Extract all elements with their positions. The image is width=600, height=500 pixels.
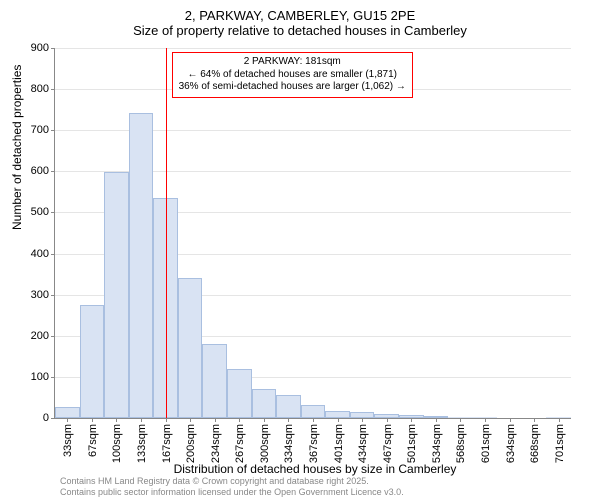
- xtick-label: 100sqm: [109, 424, 123, 463]
- xtick-label: 668sqm: [527, 424, 541, 463]
- xtick-mark: [190, 418, 191, 422]
- histogram-bar: [227, 369, 252, 418]
- ytick-label: 0: [43, 412, 55, 424]
- reference-line: [166, 48, 167, 418]
- histogram-bar: [55, 407, 80, 419]
- xtick-label: 234sqm: [208, 424, 222, 463]
- xtick-label: 267sqm: [232, 424, 246, 463]
- ytick-label: 400: [31, 248, 55, 260]
- plot-region: 010020030040050060070080090033sqm67sqm10…: [54, 48, 571, 419]
- chart-area: 010020030040050060070080090033sqm67sqm10…: [54, 48, 570, 418]
- xtick-mark: [166, 418, 167, 422]
- ytick-label: 900: [31, 42, 55, 54]
- xtick-label: 434sqm: [355, 424, 369, 463]
- xtick-mark: [116, 418, 117, 422]
- xtick-label: 601sqm: [478, 424, 492, 463]
- ytick-label: 600: [31, 165, 55, 177]
- xtick-label: 701sqm: [552, 424, 566, 463]
- xtick-mark: [338, 418, 339, 422]
- xtick-mark: [387, 418, 388, 422]
- annotation-box: 2 PARKWAY: 181sqm← 64% of detached house…: [172, 52, 413, 98]
- footer-line-2: Contains public sector information licen…: [60, 487, 404, 498]
- xtick-mark: [313, 418, 314, 422]
- ytick-label: 200: [31, 330, 55, 342]
- xtick-label: 334sqm: [281, 424, 295, 463]
- xtick-mark: [460, 418, 461, 422]
- grid-line: [55, 48, 571, 49]
- xtick-mark: [264, 418, 265, 422]
- y-axis-label: Number of detached properties: [10, 65, 24, 230]
- xtick-label: 367sqm: [306, 424, 320, 463]
- xtick-mark: [559, 418, 560, 422]
- ytick-label: 700: [31, 124, 55, 136]
- xtick-label: 568sqm: [453, 424, 467, 463]
- xtick-mark: [67, 418, 68, 422]
- annotation-line2: ← 64% of detached houses are smaller (1,…: [179, 69, 406, 82]
- xtick-label: 401sqm: [331, 424, 345, 463]
- xtick-label: 200sqm: [183, 424, 197, 463]
- histogram-bar: [129, 113, 154, 418]
- annotation-line3: 36% of semi-detached houses are larger (…: [179, 81, 406, 94]
- ytick-label: 300: [31, 289, 55, 301]
- xtick-label: 467sqm: [380, 424, 394, 463]
- xtick-label: 133sqm: [134, 424, 148, 463]
- chart-container: 2, PARKWAY, CAMBERLEY, GU15 2PE Size of …: [0, 0, 600, 500]
- xtick-label: 67sqm: [85, 424, 99, 457]
- xtick-mark: [534, 418, 535, 422]
- x-axis-label: Distribution of detached houses by size …: [0, 462, 600, 476]
- ytick-label: 100: [31, 371, 55, 383]
- xtick-label: 634sqm: [503, 424, 517, 463]
- footer-line-1: Contains HM Land Registry data © Crown c…: [60, 476, 404, 487]
- histogram-bar: [178, 278, 203, 418]
- chart-title-main: 2, PARKWAY, CAMBERLEY, GU15 2PE: [0, 0, 600, 23]
- ytick-label: 500: [31, 206, 55, 218]
- chart-title-sub: Size of property relative to detached ho…: [0, 23, 600, 42]
- histogram-bar: [301, 405, 326, 418]
- histogram-bar: [325, 411, 350, 418]
- histogram-bar: [104, 172, 129, 418]
- xtick-mark: [215, 418, 216, 422]
- xtick-mark: [411, 418, 412, 422]
- xtick-mark: [288, 418, 289, 422]
- histogram-bar: [80, 305, 105, 418]
- annotation-line1: 2 PARKWAY: 181sqm: [179, 56, 406, 69]
- histogram-bar: [276, 395, 301, 418]
- xtick-label: 501sqm: [404, 424, 418, 463]
- histogram-bar: [252, 389, 277, 418]
- xtick-label: 167sqm: [159, 424, 173, 463]
- xtick-mark: [92, 418, 93, 422]
- xtick-label: 534sqm: [429, 424, 443, 463]
- xtick-mark: [510, 418, 511, 422]
- xtick-mark: [141, 418, 142, 422]
- ytick-label: 800: [31, 83, 55, 95]
- xtick-mark: [239, 418, 240, 422]
- xtick-label: 33sqm: [60, 424, 74, 457]
- xtick-mark: [436, 418, 437, 422]
- histogram-bar: [202, 344, 227, 418]
- xtick-label: 300sqm: [257, 424, 271, 463]
- xtick-mark: [485, 418, 486, 422]
- xtick-mark: [362, 418, 363, 422]
- footer-attribution: Contains HM Land Registry data © Crown c…: [60, 476, 404, 498]
